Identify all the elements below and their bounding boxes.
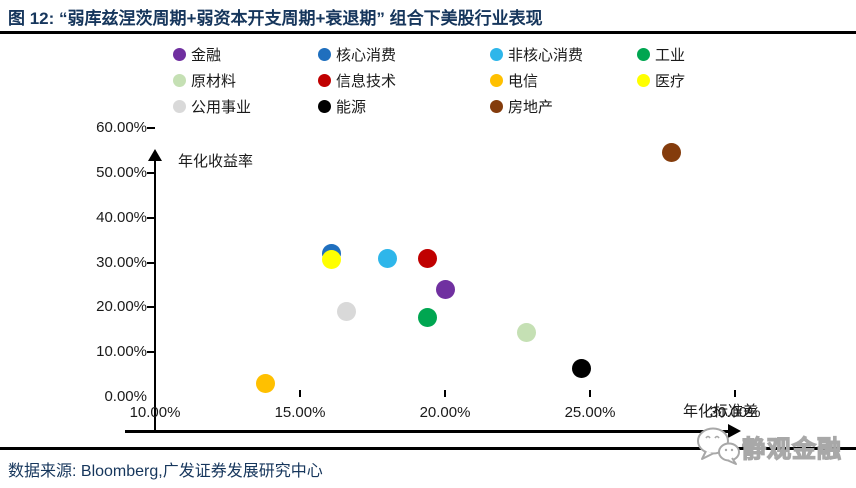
scatter-chart: 金融 核心消费 非核心消费 工业 原材料 信息技术 电信 医疗 公用事业 能源 房地产 年化收益率 … <box>0 34 856 446</box>
y-tick-label: 60.00% <box>96 119 147 136</box>
legend-label: 核心消费 <box>336 47 397 64</box>
legend-item: 金融 <box>173 45 222 64</box>
y-axis-title: 年化收益率 <box>178 154 254 170</box>
title-divider <box>0 31 856 34</box>
data-point <box>377 248 397 268</box>
legend-label: 信息技术 <box>336 73 397 90</box>
legend-item: 公用事业 <box>173 97 252 116</box>
x-tick-mark <box>734 390 736 397</box>
y-tick-mark <box>147 216 155 219</box>
x-tick-label: 25.00% <box>564 404 616 421</box>
y-tick-label: 30.00% <box>96 253 147 271</box>
legend-label: 电信 <box>508 73 539 90</box>
x-tick-mark <box>589 390 591 397</box>
legend-item: 能源 <box>318 97 367 116</box>
legend-item: 电信 <box>490 71 539 90</box>
legend-item: 核心消费 <box>318 45 397 64</box>
y-tick-label: 10.00% <box>96 343 147 361</box>
legend-swatch <box>318 47 331 61</box>
y-tick-mark <box>147 171 155 174</box>
legend-label: 工业 <box>655 47 686 64</box>
legend-item: 信息技术 <box>318 71 397 90</box>
legend-item: 工业 <box>637 45 686 64</box>
y-axis-line <box>154 160 156 432</box>
data-point <box>418 249 438 269</box>
legend-item: 非核心消费 <box>490 45 584 64</box>
watermark: 静观金融 <box>694 425 842 467</box>
legend-label: 公用事业 <box>191 99 252 116</box>
data-point <box>516 322 536 342</box>
wechat-icon <box>697 427 740 465</box>
data-point <box>255 374 275 394</box>
figure-title: 图 12: “弱库兹涅茨周期+弱资本开支周期+衰退期” 组合下美股行业表现 <box>8 9 543 28</box>
legend-swatch <box>173 47 186 61</box>
legend-swatch <box>318 99 331 113</box>
data-point <box>661 143 681 163</box>
x-tick-label: 15.00% <box>274 404 326 421</box>
watermark-text: 静观金融 <box>741 435 842 463</box>
x-axis-arrow-icon <box>728 424 741 438</box>
legend-label: 房地产 <box>508 99 554 116</box>
legend-swatch <box>637 73 650 87</box>
data-point <box>336 302 356 322</box>
legend-swatch <box>173 99 186 113</box>
y-tick-mark <box>147 261 155 264</box>
footer-divider <box>0 447 856 450</box>
y-tick-label: 50.00% <box>96 163 147 181</box>
x-tick-mark <box>299 390 301 397</box>
legend-item: 房地产 <box>490 97 554 116</box>
legend-label: 非核心消费 <box>508 47 584 64</box>
legend-item: 原材料 <box>173 71 237 90</box>
y-tick-mark <box>147 127 155 129</box>
legend-swatch <box>490 99 503 113</box>
legend-swatch <box>318 73 331 87</box>
legend-label: 能源 <box>336 99 367 116</box>
x-axis-title: 年化标准差 <box>683 404 759 420</box>
legend-swatch <box>490 73 503 87</box>
legend-swatch <box>637 47 650 61</box>
legend-label: 医疗 <box>655 73 686 90</box>
x-tick-mark <box>444 390 446 397</box>
data-point <box>322 250 342 270</box>
x-tick-mark <box>154 390 156 397</box>
y-tick-mark <box>147 306 155 309</box>
data-point <box>418 308 438 328</box>
y-tick-mark <box>147 351 155 354</box>
x-tick-label: 20.00% <box>419 404 471 421</box>
x-tick-label: 10.00% <box>129 404 181 421</box>
data-source: 数据来源: Bloomberg,广发证券发展研究中心 <box>8 463 323 480</box>
legend-label: 原材料 <box>191 73 237 90</box>
data-point <box>571 359 591 379</box>
x-tick-label: 30.00% <box>709 404 761 421</box>
y-tick-label: 0.00% <box>104 388 147 405</box>
y-axis-arrow-icon <box>148 149 162 161</box>
y-tick-label: 20.00% <box>96 298 147 316</box>
y-tick-label: 40.00% <box>96 208 147 226</box>
x-axis-line <box>125 430 730 433</box>
data-point <box>435 279 455 299</box>
legend-label: 金融 <box>191 47 222 64</box>
legend-swatch <box>173 73 186 87</box>
legend-swatch <box>490 47 503 61</box>
legend-item: 医疗 <box>637 71 686 90</box>
